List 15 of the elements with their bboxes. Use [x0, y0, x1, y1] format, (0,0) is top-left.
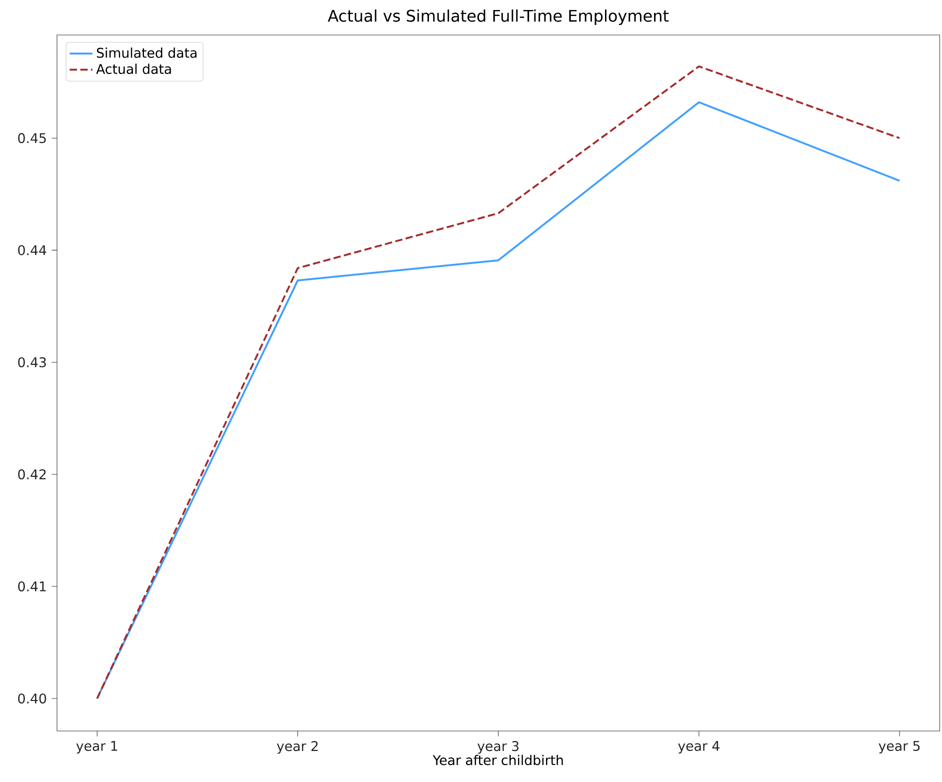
x-tick-label: year 1 — [76, 741, 118, 754]
x-axis-title: Year after childbirth — [432, 754, 563, 766]
x-tick-label: year 5 — [878, 741, 920, 754]
x-tick-label: year 2 — [276, 741, 318, 754]
x-tick-label: year 4 — [678, 741, 720, 754]
chart-title: Actual vs Simulated Full-Time Employment — [328, 9, 669, 25]
legend-label: Actual data — [96, 64, 171, 74]
y-tick-label: 0.41 — [18, 581, 46, 592]
y-tick-label: 0.42 — [18, 469, 46, 480]
y-tick-label: 0.45 — [18, 133, 46, 144]
y-tick-label: 0.43 — [18, 357, 46, 368]
y-tick-label: 0.40 — [18, 693, 46, 704]
y-tick-label: 0.44 — [18, 245, 46, 256]
legend-label: Simulated data — [96, 48, 196, 58]
x-tick-label: year 3 — [478, 741, 518, 754]
